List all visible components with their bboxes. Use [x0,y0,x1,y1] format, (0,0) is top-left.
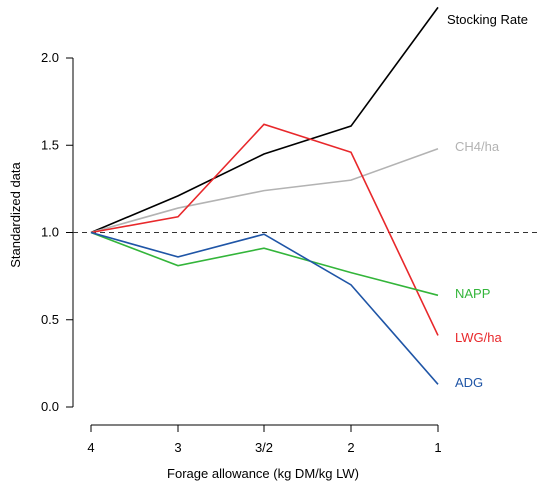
series-line-adg [90,231,439,385]
series-line-napp [90,231,439,297]
series-line-ch4-ha [90,147,439,234]
y-tick-label: 1.5 [41,137,59,152]
x-tick-label: 3 [174,440,181,455]
y-tick-label: 0.5 [41,312,59,327]
x-tick-label: 3/2 [255,440,273,455]
x-axis-label: Forage allowance (kg DM/kg LW) [167,466,359,481]
x-tick-label: 1 [434,440,441,455]
y-axis-label: Standardized data [8,161,23,267]
series-line-lwg-ha [90,123,439,336]
axes: 0.0 0.5 1.0 1.5 2.0 4 3 3/2 2 1 [41,50,442,455]
series-group [90,6,439,385]
y-tick-label: 2.0 [41,50,59,65]
series-label-napp: NAPP [455,286,490,301]
x-tick-label: 2 [347,440,354,455]
series-line-stocking-rate [90,6,439,234]
y-tick-label: 1.0 [41,225,59,240]
series-label-stocking-rate: Stocking Rate [447,12,528,27]
y-tick-label: 0.0 [41,399,59,414]
series-label-adg: ADG [455,375,483,390]
series-label-lwg-ha: LWG/ha [455,330,502,345]
x-tick-label: 4 [87,440,94,455]
series-label-ch4-ha: CH4/ha [455,139,500,154]
series-labels-group: Stocking Rate CH4/ha LWG/ha NAPP ADG [447,12,528,390]
